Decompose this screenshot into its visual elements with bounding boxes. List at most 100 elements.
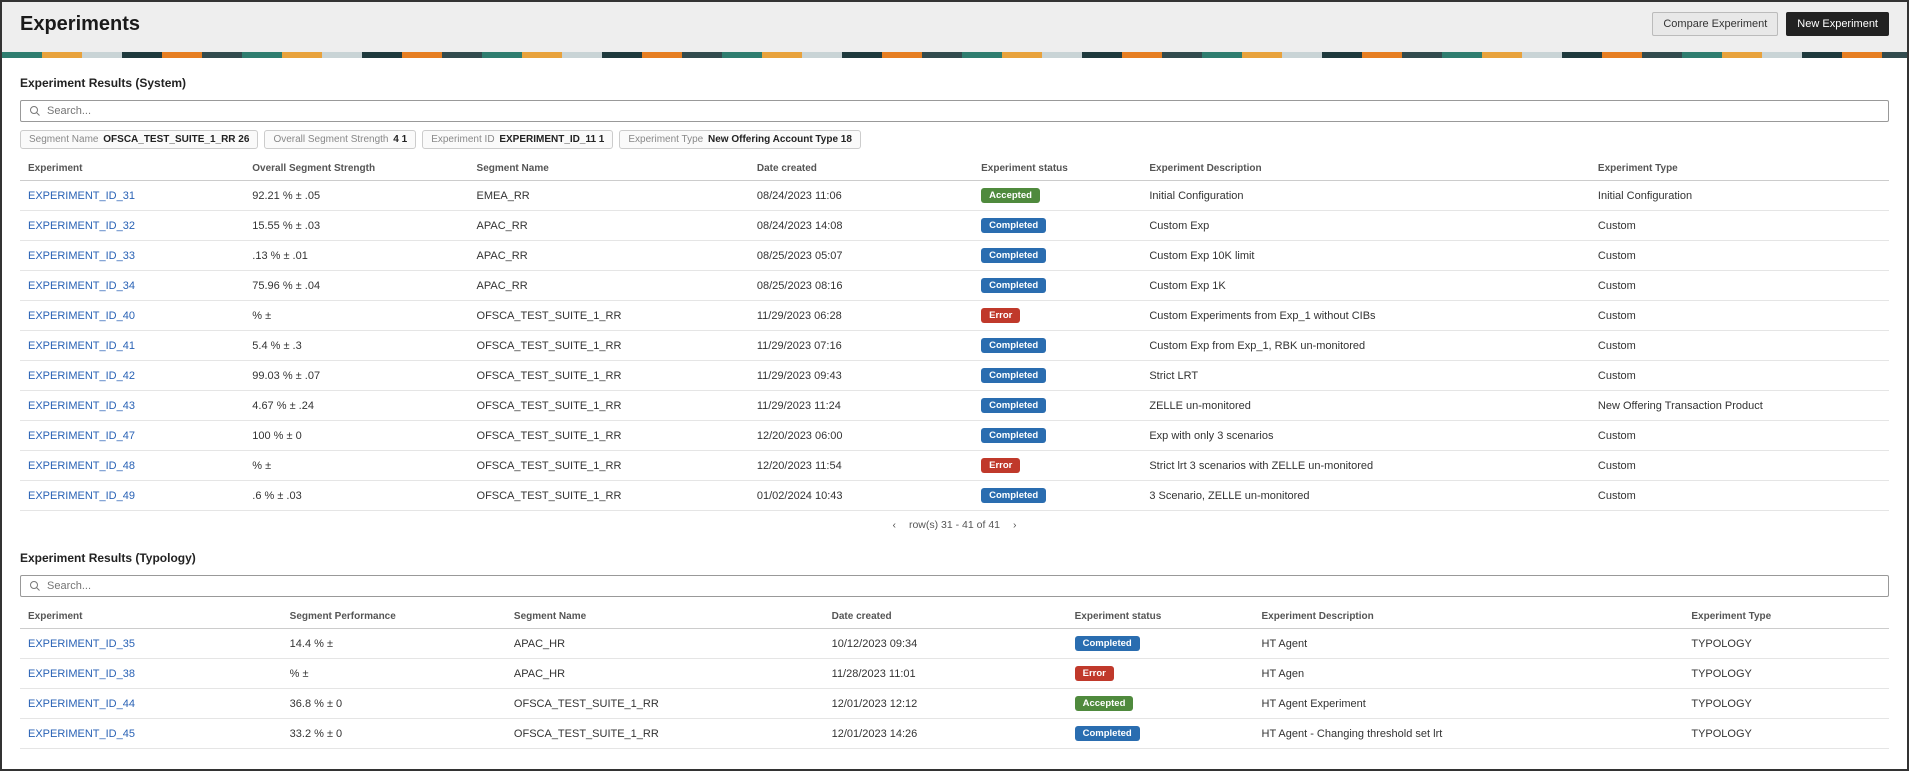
status-cell: Accepted (1067, 689, 1254, 719)
status-badge: Accepted (981, 188, 1040, 203)
table-row: EXPERIMENT_ID_3192.21 % ± .05EMEA_RR08/2… (20, 181, 1889, 211)
search-icon (29, 105, 41, 117)
experiment-id-cell: EXPERIMENT_ID_45 (20, 719, 282, 749)
column-header[interactable]: Segment Name (469, 157, 749, 181)
experiment-link[interactable]: EXPERIMENT_ID_42 (28, 370, 135, 382)
cell-desc: Exp with only 3 scenarios (1141, 421, 1590, 451)
cell-date: 11/29/2023 11:24 (749, 391, 973, 421)
compare-experiment-button[interactable]: Compare Experiment (1652, 12, 1778, 36)
cell-date: 11/29/2023 06:28 (749, 301, 973, 331)
column-header[interactable]: Experiment status (973, 157, 1141, 181)
filter-chip[interactable]: Experiment ID EXPERIMENT_ID_11 1 (422, 130, 613, 149)
cell-type: TYPOLOGY (1683, 719, 1889, 749)
experiment-link[interactable]: EXPERIMENT_ID_43 (28, 400, 135, 412)
typology-search-input[interactable] (47, 580, 1880, 592)
column-header[interactable]: Experiment Type (1683, 605, 1889, 629)
pager-prev-icon[interactable]: ‹ (893, 519, 897, 531)
table-header-row: ExperimentSegment PerformanceSegment Nam… (20, 605, 1889, 629)
cell-type: Custom (1590, 481, 1889, 511)
experiment-link[interactable]: EXPERIMENT_ID_47 (28, 430, 135, 442)
status-badge: Error (981, 308, 1020, 323)
chip-label: Experiment ID (431, 134, 494, 145)
cell-date: 12/01/2023 12:12 (824, 689, 1067, 719)
cell-desc: HT Agent (1254, 629, 1684, 659)
system-pager: ‹ row(s) 31 - 41 of 41 › (20, 511, 1889, 535)
status-cell: Completed (973, 361, 1141, 391)
cell-type: Custom (1590, 271, 1889, 301)
cell-desc: Strict lrt 3 scenarios with ZELLE un-mon… (1141, 451, 1590, 481)
experiment-link[interactable]: EXPERIMENT_ID_33 (28, 250, 135, 262)
experiment-link[interactable]: EXPERIMENT_ID_32 (28, 220, 135, 232)
filter-chip[interactable]: Experiment Type New Offering Account Typ… (619, 130, 861, 149)
status-badge: Completed (981, 398, 1046, 413)
column-header[interactable]: Segment Performance (282, 605, 506, 629)
column-header[interactable]: Experiment Type (1590, 157, 1889, 181)
table-header-row: ExperimentOverall Segment StrengthSegmen… (20, 157, 1889, 181)
filter-chip[interactable]: Overall Segment Strength 4 1 (264, 130, 416, 149)
system-results-table: ExperimentOverall Segment StrengthSegmen… (20, 157, 1889, 511)
cell-segment: OFSCA_TEST_SUITE_1_RR (469, 391, 749, 421)
status-badge: Error (981, 458, 1020, 473)
cell-type: TYPOLOGY (1683, 629, 1889, 659)
typology-results-table: ExperimentSegment PerformanceSegment Nam… (20, 605, 1889, 749)
cell-strength: 4.67 % ± .24 (244, 391, 468, 421)
cell-desc: Initial Configuration (1141, 181, 1590, 211)
table-row: EXPERIMENT_ID_49.6 % ± .03OFSCA_TEST_SUI… (20, 481, 1889, 511)
table-row: EXPERIMENT_ID_3215.55 % ± .03APAC_RR08/2… (20, 211, 1889, 241)
cell-perf: 33.2 % ± 0 (282, 719, 506, 749)
experiment-id-cell: EXPERIMENT_ID_31 (20, 181, 244, 211)
cell-date: 08/24/2023 14:08 (749, 211, 973, 241)
cell-segment: OFSCA_TEST_SUITE_1_RR (469, 361, 749, 391)
new-experiment-button[interactable]: New Experiment (1786, 12, 1889, 36)
status-cell: Completed (1067, 719, 1254, 749)
experiment-link[interactable]: EXPERIMENT_ID_41 (28, 340, 135, 352)
column-header[interactable]: Experiment Description (1254, 605, 1684, 629)
experiment-link[interactable]: EXPERIMENT_ID_34 (28, 280, 135, 292)
pager-next-icon[interactable]: › (1013, 519, 1017, 531)
table-row: EXPERIMENT_ID_4299.03 % ± .07OFSCA_TEST_… (20, 361, 1889, 391)
experiment-link[interactable]: EXPERIMENT_ID_48 (28, 460, 135, 472)
content-area: Experiment Results (System) Segment Name… (2, 58, 1907, 769)
column-header[interactable]: Segment Name (506, 605, 824, 629)
column-header[interactable]: Date created (749, 157, 973, 181)
status-cell: Completed (973, 421, 1141, 451)
cell-perf: % ± (282, 659, 506, 689)
status-badge: Completed (981, 368, 1046, 383)
system-search-input[interactable] (47, 105, 1880, 117)
chip-label: Segment Name (29, 134, 98, 145)
chip-value: EXPERIMENT_ID_11 1 (499, 134, 604, 145)
cell-desc: ZELLE un-monitored (1141, 391, 1590, 421)
column-header[interactable]: Overall Segment Strength (244, 157, 468, 181)
column-header[interactable]: Experiment status (1067, 605, 1254, 629)
experiment-link[interactable]: EXPERIMENT_ID_49 (28, 490, 135, 502)
status-cell: Completed (1067, 629, 1254, 659)
system-search-wrap[interactable] (20, 100, 1889, 122)
cell-segment: APAC_RR (469, 241, 749, 271)
cell-perf: 36.8 % ± 0 (282, 689, 506, 719)
cell-segment: OFSCA_TEST_SUITE_1_RR (506, 689, 824, 719)
experiment-id-cell: EXPERIMENT_ID_34 (20, 271, 244, 301)
cell-date: 11/29/2023 07:16 (749, 331, 973, 361)
experiment-link[interactable]: EXPERIMENT_ID_35 (28, 638, 135, 650)
experiment-link[interactable]: EXPERIMENT_ID_45 (28, 728, 135, 740)
cell-segment: OFSCA_TEST_SUITE_1_RR (469, 451, 749, 481)
cell-segment: APAC_HR (506, 629, 824, 659)
experiment-link[interactable]: EXPERIMENT_ID_31 (28, 190, 135, 202)
status-badge: Completed (1075, 726, 1140, 741)
experiment-link[interactable]: EXPERIMENT_ID_44 (28, 698, 135, 710)
filter-chip[interactable]: Segment Name OFSCA_TEST_SUITE_1_RR 26 (20, 130, 258, 149)
typology-search-wrap[interactable] (20, 575, 1889, 597)
column-header[interactable]: Experiment Description (1141, 157, 1590, 181)
cell-date: 11/28/2023 11:01 (824, 659, 1067, 689)
cell-desc: Custom Experiments from Exp_1 without CI… (1141, 301, 1590, 331)
cell-desc: Strict LRT (1141, 361, 1590, 391)
experiment-link[interactable]: EXPERIMENT_ID_38 (28, 668, 135, 680)
column-header[interactable]: Date created (824, 605, 1067, 629)
column-header[interactable]: Experiment (20, 157, 244, 181)
column-header[interactable]: Experiment (20, 605, 282, 629)
table-row: EXPERIMENT_ID_38% ±APAC_HR11/28/2023 11:… (20, 659, 1889, 689)
experiment-link[interactable]: EXPERIMENT_ID_40 (28, 310, 135, 322)
table-row: EXPERIMENT_ID_3475.96 % ± .04APAC_RR08/2… (20, 271, 1889, 301)
table-row: EXPERIMENT_ID_3514.4 % ±APAC_HR10/12/202… (20, 629, 1889, 659)
status-cell: Completed (973, 271, 1141, 301)
